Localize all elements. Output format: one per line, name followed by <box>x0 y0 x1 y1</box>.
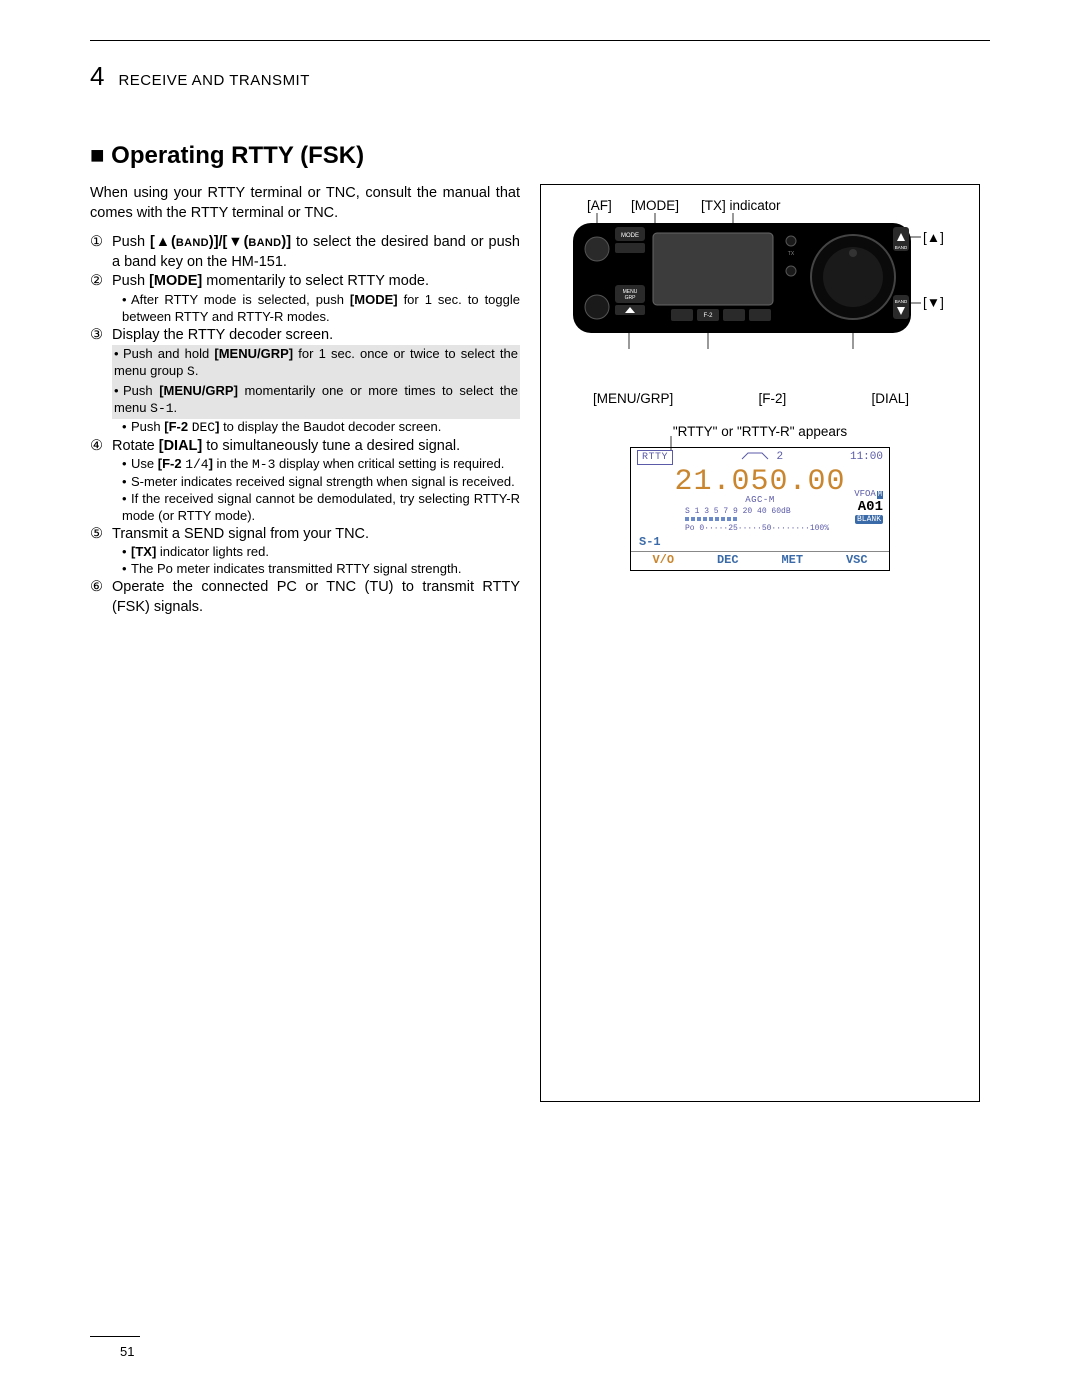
intro-paragraph: When using your RTTY terminal or TNC, co… <box>90 184 520 223</box>
chapter-number: 4 <box>90 61 104 92</box>
svg-text:F-2: F-2 <box>704 313 714 319</box>
lcd-btn-vo: V/O <box>631 552 696 570</box>
label-f2: [F-2] <box>758 390 786 408</box>
chapter-title: RECEIVE AND TRANSMIT <box>118 72 309 89</box>
label-up: [▲] <box>923 229 944 247</box>
step-marker: ⑥ <box>90 578 103 598</box>
step-5: ⑤ Transmit a SEND signal from your TNC. … <box>90 525 520 578</box>
lcd-time: 11:00 <box>850 450 883 464</box>
svg-text:BAND: BAND <box>895 245 908 250</box>
step-1: ① Push [▲(BAND)]/[▼(BAND)] to select the… <box>90 233 520 272</box>
step-marker: ⑤ <box>90 525 103 545</box>
step-6: ⑥ Operate the connected PC or TNC (TU) t… <box>90 578 520 617</box>
step-3-sub1: •Push and hold [MENU/GRP] for 1 sec. onc… <box>112 345 520 382</box>
lcd-wrap: RTTY 2 11:00 21.050.00 AGC-M VFOAM A01 B… <box>553 447 967 571</box>
lcd-softkeys: V/O DEC MET VSC <box>631 551 889 570</box>
lcd-blank: BLANK <box>855 515 883 524</box>
radio-diagram: [AF] [MODE] [TX] indicator [▲] [▼] MODE <box>553 199 967 407</box>
two-columns: When using your RTTY terminal or TNC, co… <box>90 184 990 1102</box>
step-5-sub2: •The Po meter indicates transmitted RTTY… <box>112 561 520 578</box>
step-marker: ② <box>90 272 103 292</box>
lcd-mem: A01 <box>854 500 883 515</box>
lcd-btn-dec: DEC <box>696 552 761 570</box>
label-tx: [TX] indicator <box>701 197 781 215</box>
page-number: 51 <box>120 1344 134 1359</box>
lcd-frequency: 21.050.00 <box>631 467 889 497</box>
step-5-sub1: •[TX] indicator lights red. <box>112 544 520 561</box>
step-4-sub3: •If the received signal cannot be demodu… <box>112 491 520 525</box>
lcd-btn-met: MET <box>760 552 825 570</box>
label-af: [AF] <box>587 197 612 215</box>
step-3: ③ Display the RTTY decoder screen. •Push… <box>90 326 520 437</box>
label-mode: [MODE] <box>631 197 679 215</box>
lcd-caption: "RTTY" or "RTTY-R" appears <box>553 423 967 441</box>
page-number-rule <box>90 1336 140 1337</box>
step-4: ④ Rotate [DIAL] to simultaneously tune a… <box>90 437 520 525</box>
lcd-btn-vsc: VSC <box>825 552 890 570</box>
instructions-column: When using your RTTY terminal or TNC, co… <box>90 184 520 617</box>
step-4-sub1: •Use [F-2 1/4] in the M-3 display when c… <box>112 456 520 474</box>
lcd-rtty-badge: RTTY <box>637 450 673 465</box>
step-3-sub3: •Push [F-2 DEC] to display the Baudot de… <box>112 419 520 437</box>
diagram-column: [AF] [MODE] [TX] indicator [▲] [▼] MODE <box>540 184 980 1102</box>
step-2: ② Push [MODE] momentarily to select RTTY… <box>90 272 520 325</box>
manual-page: 4 RECEIVE AND TRANSMIT ■ Operating RTTY … <box>0 0 1080 1397</box>
top-rule <box>90 40 990 41</box>
step-4-sub2: •S-meter indicates received signal stren… <box>112 474 520 491</box>
label-dial: [DIAL] <box>871 390 909 408</box>
step-marker: ① <box>90 233 103 253</box>
lcd-s1: S-1 <box>631 535 889 551</box>
svg-text:BAND: BAND <box>895 299 908 304</box>
step-list: ① Push [▲(BAND)]/[▼(BAND)] to select the… <box>90 233 520 617</box>
lcd-agc: AGC-M <box>631 495 889 507</box>
section-title: ■ Operating RTTY (FSK) <box>90 142 990 170</box>
svg-text:TX: TX <box>788 251 795 257</box>
label-down: [▼] <box>923 294 944 312</box>
lcd-s-meter: S 1 3 5 7 9 20 40 60dB Po 0·····25·····5… <box>637 508 883 533</box>
radio-svg: MODE TX BAND BAN <box>553 199 963 379</box>
step-3-sub2: •Push [MENU/GRP] momentarily one or more… <box>112 382 520 419</box>
svg-text:GRP: GRP <box>625 295 637 301</box>
svg-text:MODE: MODE <box>621 233 639 239</box>
radio-bottom-labels: [MENU/GRP] [F-2] [DIAL] <box>593 390 949 408</box>
lcd-screen: RTTY 2 11:00 21.050.00 AGC-M VFOAM A01 B… <box>630 447 890 571</box>
chapter-header: 4 RECEIVE AND TRANSMIT <box>90 61 990 92</box>
label-menu-grp: [MENU/GRP] <box>593 390 673 408</box>
step-marker: ④ <box>90 437 103 457</box>
lcd-filter: 2 <box>740 450 783 464</box>
step-2-sub: •After RTTY mode is selected, push [MODE… <box>112 292 520 326</box>
lcd-right-badges: VFOAM A01 BLANK <box>854 490 883 525</box>
step-marker: ③ <box>90 326 103 346</box>
